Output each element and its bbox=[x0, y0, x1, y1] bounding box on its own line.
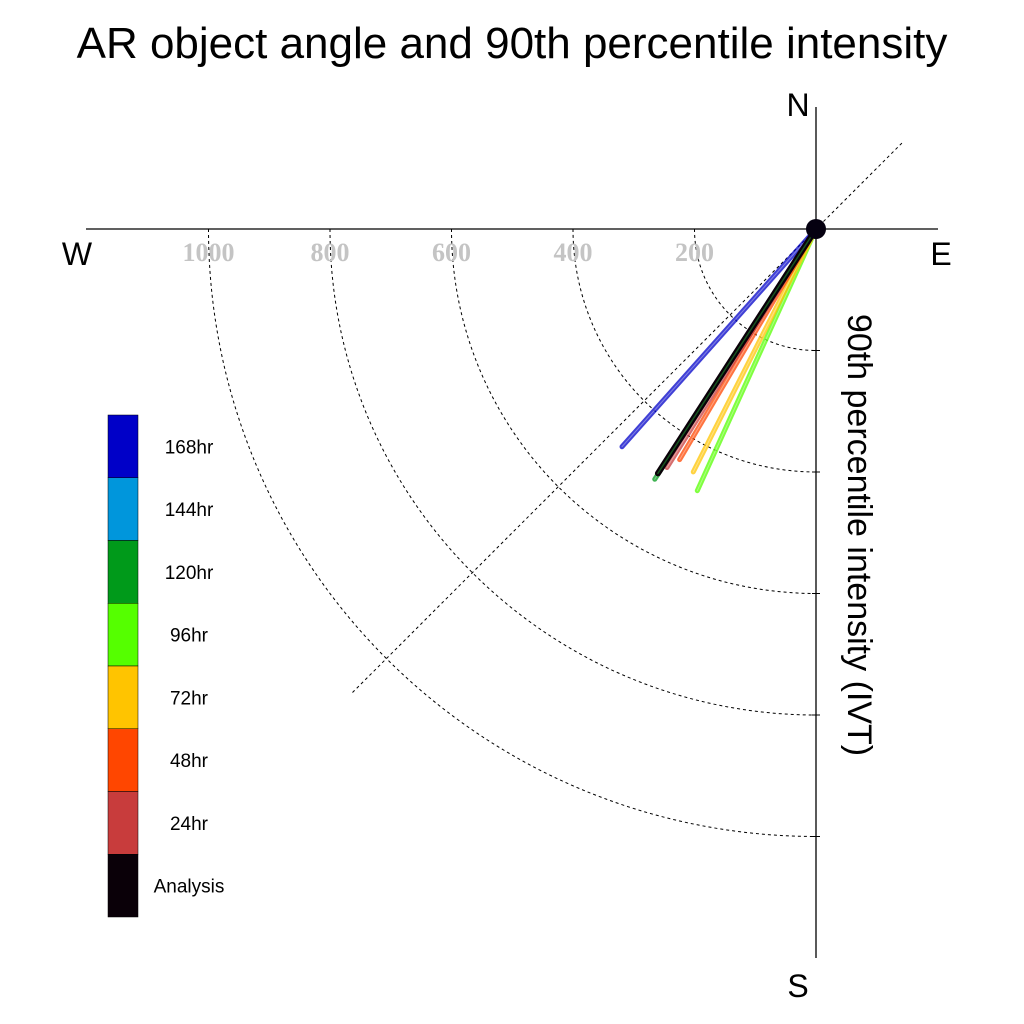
series-vectors bbox=[619, 219, 826, 494]
radial-tick-label-1000: 1000 bbox=[183, 238, 235, 267]
grid-arc-400 bbox=[572, 228, 817, 473]
vector-168hr bbox=[619, 226, 819, 450]
south-label: S bbox=[787, 968, 808, 1004]
vector-highlight-analysis bbox=[657, 228, 817, 475]
legend-label-72hr: 72hr bbox=[170, 688, 209, 709]
legend-label-analysis: Analysis bbox=[154, 877, 225, 898]
legend-swatch-72hr bbox=[107, 665, 139, 729]
west-label: W bbox=[62, 236, 93, 272]
legend-label-96hr: 96hr bbox=[170, 626, 209, 647]
grid-arc-800 bbox=[329, 228, 817, 716]
radial-tick-label-600: 600 bbox=[432, 238, 471, 267]
chart-title: AR object angle and 90th percentile inte… bbox=[77, 19, 948, 68]
y-axis-label: 90th percentile intensity (IVT) bbox=[840, 314, 878, 756]
legend-label-48hr: 48hr bbox=[170, 751, 209, 772]
radial-tick-label-400: 400 bbox=[554, 238, 593, 267]
legend-swatch-168hr bbox=[107, 414, 139, 478]
legend-swatch-144hr bbox=[107, 477, 139, 541]
legend-label-120hr: 120hr bbox=[165, 563, 214, 584]
radial-tick-labels: 200 400 600 800 1000 bbox=[183, 238, 715, 267]
legend-label-168hr: 168hr bbox=[165, 437, 214, 458]
legend-label-144hr: 144hr bbox=[165, 500, 214, 521]
legend-swatch-analysis bbox=[107, 854, 139, 918]
grid-arc-600 bbox=[451, 228, 817, 594]
radial-tick-label-200: 200 bbox=[675, 238, 714, 267]
legend-swatch-48hr bbox=[107, 728, 139, 792]
grid-arc-1000 bbox=[208, 228, 817, 837]
legend-label-24hr: 24hr bbox=[170, 814, 209, 835]
vector-highlight-72hr bbox=[692, 228, 817, 473]
radial-tick-label-800: 800 bbox=[311, 238, 350, 267]
compass-axes bbox=[86, 107, 938, 958]
polar-grid bbox=[208, 142, 903, 837]
east-label: E bbox=[930, 236, 951, 272]
legend: 168hr 144hr 120hr 96hr 72hr 48hr 24hr Analysis bbox=[107, 414, 225, 918]
north-label: N bbox=[786, 87, 809, 123]
origin-dot bbox=[806, 219, 826, 239]
legend-swatch-24hr bbox=[107, 791, 139, 855]
vector-highlight-168hr bbox=[621, 228, 817, 448]
vector-72hr bbox=[690, 226, 819, 475]
legend-swatch-120hr bbox=[107, 540, 139, 604]
legend-swatch-96hr bbox=[107, 603, 139, 667]
grid-arc-200 bbox=[694, 228, 817, 351]
